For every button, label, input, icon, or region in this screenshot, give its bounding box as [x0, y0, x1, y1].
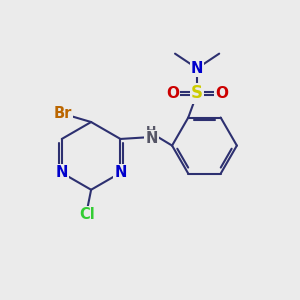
- Text: N: N: [145, 131, 158, 146]
- Text: Cl: Cl: [79, 207, 94, 222]
- Text: N: N: [191, 61, 203, 76]
- Text: Br: Br: [53, 106, 72, 121]
- Text: O: O: [166, 86, 179, 101]
- Text: O: O: [215, 86, 228, 101]
- Text: N: N: [56, 165, 68, 180]
- Text: N: N: [114, 165, 127, 180]
- Text: H: H: [146, 124, 157, 137]
- Text: S: S: [191, 84, 203, 102]
